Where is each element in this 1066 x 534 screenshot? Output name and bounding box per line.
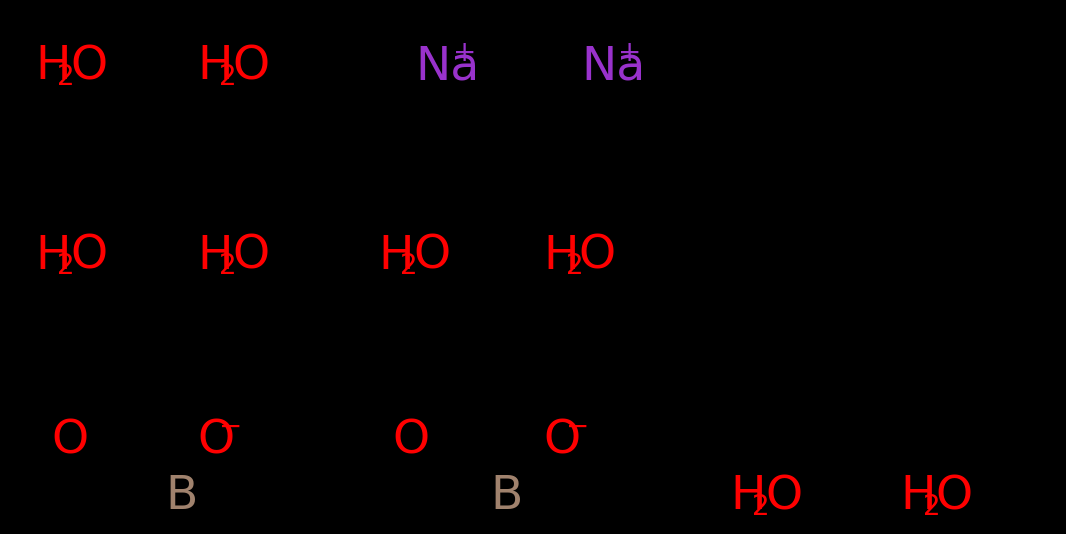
Text: O: O	[232, 234, 270, 279]
Text: H: H	[544, 234, 579, 279]
Text: O: O	[414, 234, 451, 279]
Text: O: O	[765, 474, 803, 519]
Text: 2: 2	[401, 253, 418, 280]
Text: H: H	[197, 44, 232, 89]
Text: 2: 2	[923, 493, 940, 521]
Text: O: O	[197, 418, 235, 463]
Text: B: B	[165, 474, 197, 519]
Text: Na: Na	[416, 44, 480, 89]
Text: B: B	[490, 474, 522, 519]
Text: O: O	[70, 44, 108, 89]
Text: H: H	[35, 44, 70, 89]
Text: H: H	[35, 234, 70, 279]
Text: H: H	[901, 474, 936, 519]
Text: O: O	[392, 418, 430, 463]
Text: −: −	[220, 413, 242, 441]
Text: 2: 2	[58, 63, 75, 91]
Text: Na: Na	[581, 44, 645, 89]
Text: O: O	[70, 234, 108, 279]
Text: 2: 2	[753, 493, 770, 521]
Text: −: −	[566, 413, 588, 441]
Text: O: O	[936, 474, 973, 519]
Text: 2: 2	[566, 253, 583, 280]
Text: 2: 2	[220, 63, 237, 91]
Text: O: O	[544, 418, 581, 463]
Text: H: H	[197, 234, 232, 279]
Text: O: O	[232, 44, 270, 89]
Text: +: +	[618, 39, 642, 67]
Text: H: H	[378, 234, 414, 279]
Text: O: O	[579, 234, 616, 279]
Text: 2: 2	[220, 253, 237, 280]
Text: +: +	[453, 39, 477, 67]
Text: O: O	[51, 418, 88, 463]
Text: 2: 2	[58, 253, 75, 280]
Text: H: H	[730, 474, 765, 519]
